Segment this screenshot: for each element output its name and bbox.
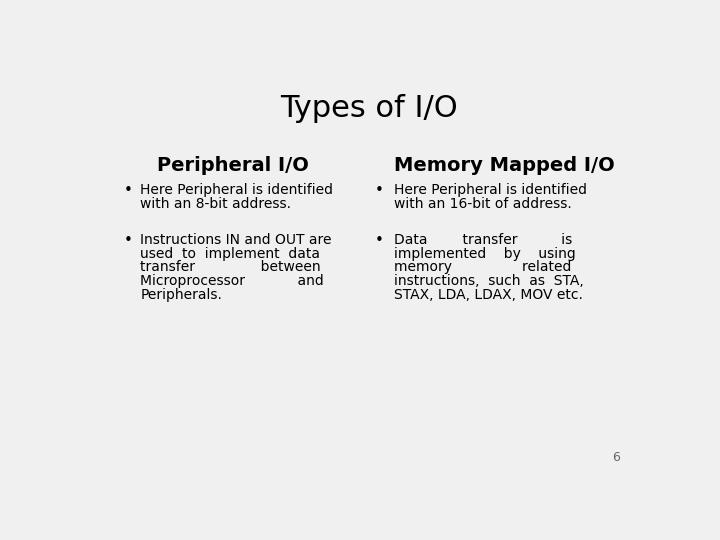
- Text: Types of I/O: Types of I/O: [280, 94, 458, 123]
- Text: •: •: [124, 184, 132, 198]
- Text: implemented    by    using: implemented by using: [394, 247, 576, 260]
- Text: memory                related: memory related: [394, 260, 572, 274]
- Text: Instructions IN and OUT are: Instructions IN and OUT are: [140, 233, 332, 247]
- Text: STAX, LDA, LDAX, MOV etc.: STAX, LDA, LDAX, MOV etc.: [394, 288, 583, 302]
- Text: used  to  implement  data: used to implement data: [140, 247, 320, 260]
- Text: transfer               between: transfer between: [140, 260, 321, 274]
- Text: Here Peripheral is identified: Here Peripheral is identified: [140, 184, 333, 198]
- Text: with an 8-bit address.: with an 8-bit address.: [140, 197, 291, 211]
- Text: Data        transfer          is: Data transfer is: [394, 233, 572, 247]
- Text: Here Peripheral is identified: Here Peripheral is identified: [394, 184, 587, 198]
- Text: •: •: [374, 184, 384, 198]
- Text: •: •: [124, 233, 132, 248]
- Text: Peripherals.: Peripherals.: [140, 288, 222, 302]
- Text: 6: 6: [612, 451, 620, 464]
- Text: Peripheral I/O: Peripheral I/O: [157, 156, 309, 174]
- Text: Microprocessor            and: Microprocessor and: [140, 274, 324, 288]
- Text: •: •: [374, 233, 384, 248]
- Text: instructions,  such  as  STA,: instructions, such as STA,: [394, 274, 584, 288]
- Text: with an 16-bit of address.: with an 16-bit of address.: [394, 197, 572, 211]
- Text: Memory Mapped I/O: Memory Mapped I/O: [394, 156, 615, 174]
